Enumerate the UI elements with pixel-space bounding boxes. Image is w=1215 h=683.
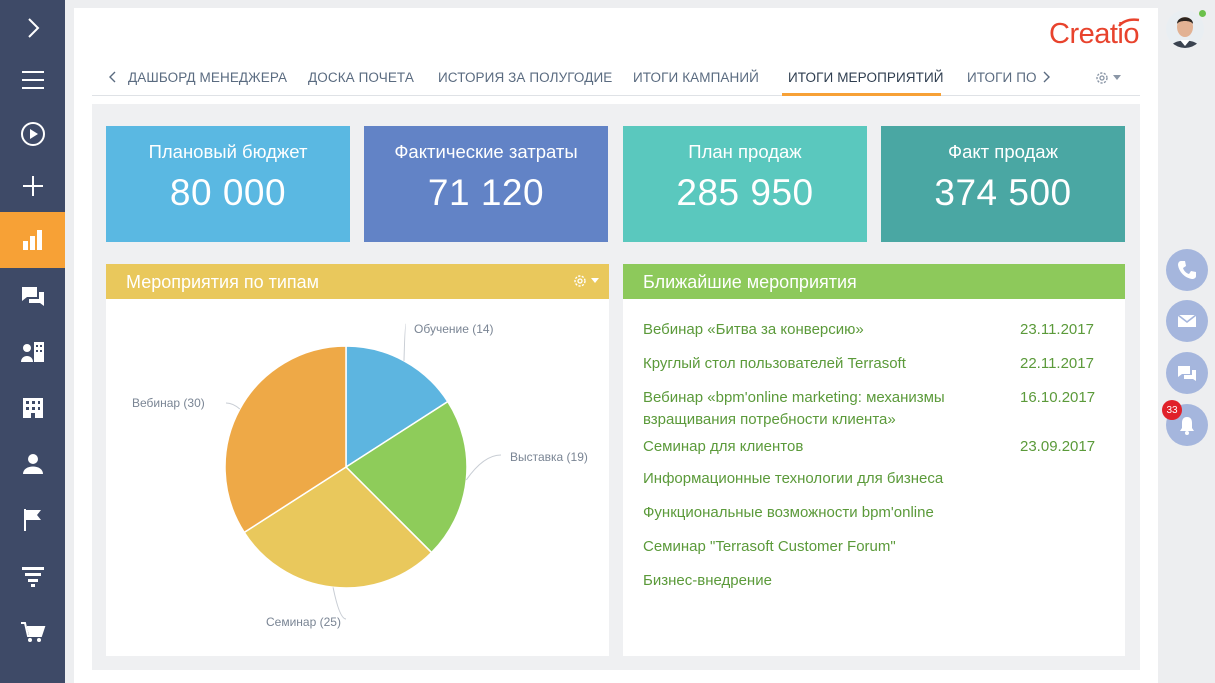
tab-results-by[interactable]: ИТОГИ ПО — [967, 70, 1037, 85]
kpi-planned-budget: Плановый бюджет 80 000 — [106, 126, 350, 242]
dashboard-settings-button[interactable] — [1094, 69, 1128, 87]
main-menu-button[interactable] — [0, 52, 65, 108]
user-icon — [22, 454, 43, 474]
event-date: 23.09.2017 — [1020, 438, 1096, 455]
dashboard-tabs: ДАШБОРД МЕНЕДЖЕРА ДОСКА ПОЧЕТА ИСТОРИЯ З… — [92, 60, 1140, 96]
orders-button[interactable] — [0, 604, 65, 660]
event-link[interactable]: Вебинар «Битва за конверсию» — [643, 321, 864, 338]
bell-icon — [1180, 417, 1194, 435]
user-photo-icon — [1166, 10, 1204, 48]
event-link[interactable]: Семинар для клиентов — [643, 438, 804, 455]
play-icon — [20, 122, 45, 146]
dashboards-button[interactable] — [0, 212, 65, 268]
chevron-right-icon — [27, 18, 39, 38]
chevron-left-icon[interactable] — [106, 70, 120, 84]
tab-manager-dashboard[interactable]: ДАШБОРД МЕНЕДЖЕРА — [128, 70, 288, 85]
kpi-title: Факт продаж — [948, 141, 1058, 162]
tab-honor-board[interactable]: ДОСКА ПОЧЕТА — [308, 70, 414, 85]
logo: Creatio — [1049, 18, 1140, 50]
left-navigation — [0, 0, 65, 683]
caret-down-icon — [1113, 75, 1121, 80]
chat-icon — [21, 287, 44, 306]
widget-settings-button[interactable] — [572, 273, 599, 289]
messages-button[interactable] — [1166, 352, 1208, 394]
tab-half-year-history[interactable]: ИСТОРИЯ ЗА ПОЛУГОДИЕ — [438, 70, 613, 85]
menu-icon — [21, 71, 44, 89]
email-button[interactable] — [1166, 300, 1208, 342]
kpi-title: Плановый бюджет — [148, 141, 308, 162]
phone-icon — [1178, 261, 1196, 279]
pie-leader-line — [465, 454, 502, 481]
widget-title: Мероприятия по типам — [126, 272, 320, 292]
pie-label-training: Обучение (14) — [414, 322, 494, 336]
widget-title: Ближайшие мероприятия — [643, 272, 857, 292]
event-link[interactable]: Бизнес-внедрение — [643, 572, 772, 589]
processes-button[interactable] — [0, 106, 65, 162]
event-link[interactable]: Вебинар «bpm'online marketing: механизмы… — [643, 387, 945, 431]
pie-leader-line — [332, 587, 347, 620]
kpi-actual-sales: Факт продаж 374 500 — [881, 126, 1125, 242]
contacts-icon — [20, 342, 44, 362]
gear-icon — [1096, 72, 1108, 84]
pie-label-webinar: Вебинар (30) — [132, 396, 205, 410]
kpi-title: План продаж — [688, 141, 802, 162]
kpi-sales-plan: План продаж 285 950 — [623, 126, 867, 242]
main-panel: Creatio ДАШБОРД МЕНЕДЖЕРА ДОСКА ПОЧЕТА И… — [74, 8, 1158, 683]
event-link-line1: Вебинар «bpm'online marketing: механизмы — [643, 389, 945, 406]
feed-button[interactable] — [0, 268, 65, 324]
campaigns-button[interactable] — [0, 492, 65, 548]
dashboard-content: Плановый бюджет 80 000 Фактические затра… — [92, 104, 1140, 670]
pie-label-exhibition: Выставка (19) — [510, 450, 588, 464]
avatar[interactable] — [1166, 10, 1204, 48]
mail-icon — [1177, 314, 1197, 327]
phone-button[interactable] — [1166, 249, 1208, 291]
pie-leader-line — [403, 323, 407, 361]
event-link-line2: взращивания потребности клиента» — [643, 411, 896, 428]
plus-icon — [22, 176, 43, 196]
flag-icon — [23, 509, 41, 531]
event-link[interactable]: Семинар "Terrasoft Customer Forum" — [643, 538, 896, 555]
pie-label-seminar: Семинар (25) — [266, 615, 341, 629]
message-icon — [1178, 366, 1196, 381]
pie-chart — [224, 323, 502, 620]
cart-icon — [20, 622, 45, 642]
pie-slice-Вебинар[interactable] — [224, 345, 347, 534]
event-link[interactable]: Информационные технологии для бизнеса — [643, 470, 944, 487]
upcoming-events-widget: Ближайшие мероприятия Вебинар «Битва за … — [623, 264, 1125, 656]
event-date: 16.10.2017 — [1020, 389, 1096, 406]
online-status-indicator — [1199, 10, 1206, 17]
kpi-title: Фактические затраты — [394, 141, 578, 162]
chart-icon — [22, 230, 42, 250]
kpi-value: 374 500 — [934, 172, 1072, 213]
contacts-button[interactable] — [0, 436, 65, 492]
widget-header: Ближайшие мероприятия — [623, 264, 1125, 299]
expand-menu-button[interactable] — [0, 0, 65, 56]
active-tab-indicator — [782, 93, 941, 96]
widget-header: Мероприятия по типам — [106, 264, 609, 299]
building-icon — [22, 398, 43, 418]
accounts-button[interactable] — [0, 380, 65, 436]
pie-leader-line — [225, 402, 241, 410]
leads-button[interactable] — [0, 548, 65, 604]
chevron-right-icon[interactable] — [1039, 70, 1053, 84]
event-date: 23.11.2017 — [1020, 321, 1094, 338]
contacts-accounts-button[interactable] — [0, 324, 65, 380]
notifications-count-badge: 33 — [1162, 400, 1182, 420]
gear-icon — [574, 275, 586, 287]
kpi-value: 71 120 — [427, 172, 545, 213]
logo-swoosh-icon — [1118, 18, 1140, 27]
kpi-actual-costs: Фактические затраты 71 120 — [364, 126, 608, 242]
add-button[interactable] — [0, 158, 65, 214]
funnel-icon — [21, 567, 44, 587]
caret-down-icon — [591, 278, 599, 283]
tab-event-results[interactable]: ИТОГИ МЕРОПРИЯТИЙ — [788, 70, 944, 85]
kpi-value: 80 000 — [169, 172, 287, 213]
notifications-button[interactable] — [1166, 404, 1208, 446]
tab-campaign-results[interactable]: ИТОГИ КАМПАНИЙ — [633, 70, 759, 85]
event-link[interactable]: Круглый стол пользователей Terrasoft — [643, 355, 906, 372]
event-link[interactable]: Функциональные возможности bpm'online — [643, 504, 934, 521]
events-by-type-widget: Мероприятия по типам Обучение (14) Выста… — [106, 264, 609, 656]
kpi-value: 285 950 — [676, 172, 814, 213]
event-date: 22.11.2017 — [1020, 355, 1094, 372]
